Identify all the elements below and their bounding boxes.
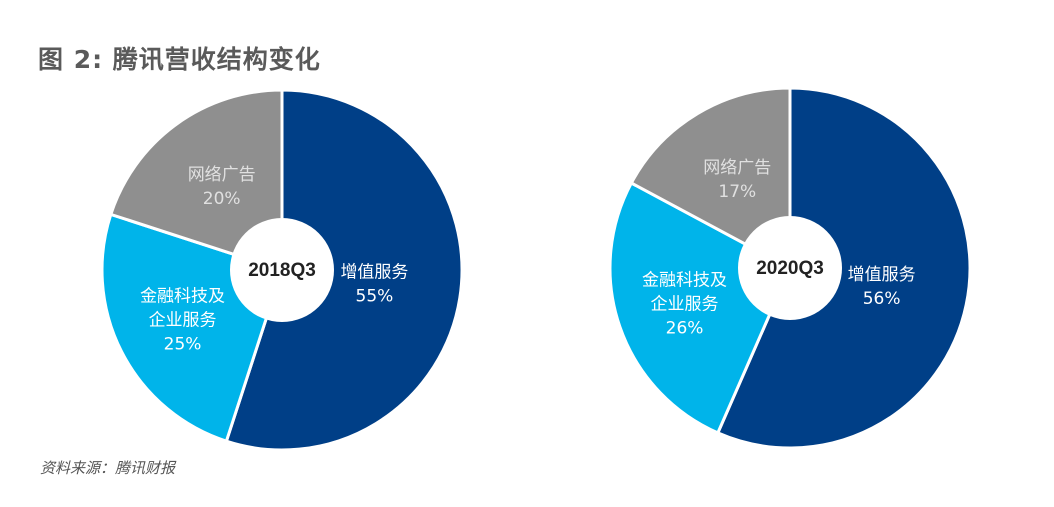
slice-label-fintech: 企业服务 [651, 295, 719, 315]
slice-label-advertising: 网络广告 [188, 165, 256, 185]
slice-label-fintech: 金融科技及 [642, 271, 727, 291]
pie-center-hole [230, 218, 334, 322]
pie-slice-value-added [224, 88, 464, 452]
slice-label-advertising: 网络广告 [703, 158, 771, 178]
data-label-advertising: 20% [203, 189, 241, 209]
pie-center-label: 2020Q3 [756, 258, 824, 279]
data-label-fintech: 25% [164, 335, 202, 355]
slice-label-value-added: 增值服务 [848, 265, 916, 285]
source-note: 资料来源：腾讯财报 [40, 459, 176, 477]
data-label-advertising: 17% [718, 182, 756, 202]
data-label-value-added: 56% [863, 289, 901, 309]
data-label-value-added: 55% [356, 287, 394, 307]
slice-label-fintech: 企业服务 [149, 311, 217, 331]
slice-label-value-added: 增值服务 [340, 263, 408, 283]
pie-slice-value-added [715, 86, 972, 450]
pie-slice-advertising [108, 88, 284, 273]
pie-center-label: 2018Q3 [248, 260, 316, 281]
pie-center-hole [738, 216, 842, 320]
chart-title: 图 2: 腾讯营收结构变化 [38, 45, 321, 74]
data-label-fintech: 26% [666, 319, 704, 339]
slice-label-fintech: 金融科技及 [140, 287, 225, 307]
pie-slice-advertising [629, 86, 792, 271]
